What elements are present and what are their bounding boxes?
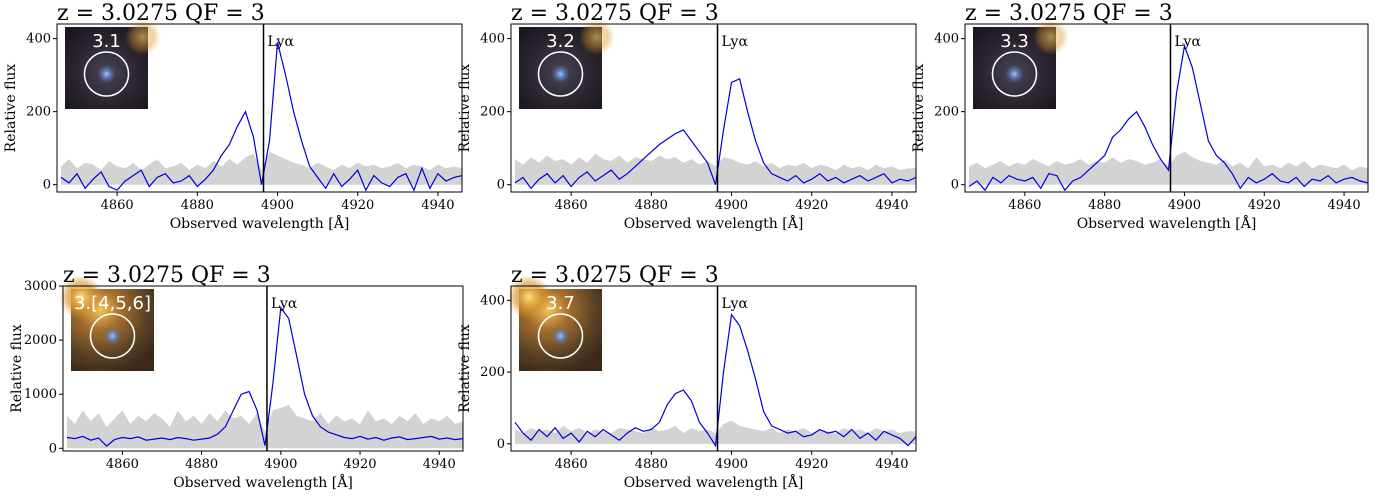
- x-tick-label: 4940: [875, 457, 908, 472]
- y-tick-label: 3000: [24, 279, 57, 294]
- x-tick-label: 4880: [1088, 198, 1121, 213]
- x-tick-label: 4900: [264, 457, 297, 472]
- plot-area: [514, 313, 916, 448]
- aperture-circle: [991, 51, 1038, 97]
- x-tick-label: 4860: [555, 457, 588, 472]
- spectrum-panel: Lyα 3.2 4860 4880 4900 4920 4940 0 200 400 z = 3.0…: [457, 1, 917, 232]
- x-tick-label: 4900: [715, 198, 748, 213]
- flux-line: [968, 43, 1368, 192]
- stamp-label: 3.7: [546, 293, 575, 314]
- y-tick-label: 1000: [24, 387, 57, 402]
- x-tick-label: 4900: [715, 457, 748, 472]
- y-tick-label: 400: [934, 32, 959, 47]
- axes-frame: [510, 285, 917, 452]
- x-axis-label: Observed wavelength [Å]: [624, 214, 804, 232]
- y-axis-label: Relative flux: [911, 64, 927, 153]
- y-tick-label: 400: [480, 32, 505, 47]
- x-tick-label: 4920: [795, 457, 828, 472]
- plot-area: [60, 42, 462, 192]
- y-tick-label: 200: [480, 365, 505, 380]
- x-axis-label: Observed wavelength [Å]: [173, 473, 353, 491]
- aperture-circle: [83, 51, 130, 97]
- lya-label: Lyα: [1174, 34, 1201, 50]
- flux-line: [60, 42, 462, 192]
- lya-label: Lyα: [271, 296, 298, 312]
- stamp-label: 3.1: [92, 31, 121, 52]
- x-tick-label: 4920: [1248, 198, 1281, 213]
- stamp-label: 3.[4,5,6]: [74, 293, 151, 314]
- flux-line: [514, 77, 916, 190]
- aperture-circle: [537, 313, 584, 359]
- x-tick-label: 4940: [423, 457, 456, 472]
- x-tick-label: 4920: [343, 457, 376, 472]
- panel-title: z = 3.0275 QF = 3: [965, 1, 1173, 26]
- y-tick-label: 0: [49, 441, 57, 456]
- x-tick-label: 4940: [421, 198, 454, 213]
- axes-frame: [510, 23, 917, 193]
- x-tick-label: 4860: [1008, 198, 1041, 213]
- spectrum-panel: Lyα 3.1 4860 4880 4900 4920 4940 0 200 400 z = 3.0…: [3, 1, 463, 232]
- axes-frame: [964, 23, 1369, 193]
- axes-frame: [62, 285, 464, 452]
- panel-title: z = 3.0275 QF = 3: [63, 263, 271, 288]
- spectrum-panel: Lyα 3.[4,5,6] 4860 4880 4900 4920 4940 0 1000 200…: [9, 263, 464, 491]
- x-tick-label: 4920: [341, 198, 374, 213]
- x-axis-label: Observed wavelength [Å]: [1077, 214, 1257, 232]
- y-tick-label: 200: [26, 105, 51, 120]
- y-tick-label: 200: [934, 105, 959, 120]
- lya-label: Lyα: [722, 34, 749, 50]
- x-tick-label: 4900: [261, 198, 294, 213]
- y-axis-label: Relative flux: [9, 324, 25, 413]
- noise-area: [61, 151, 462, 185]
- x-tick-label: 4940: [875, 198, 908, 213]
- x-tick-label: 4880: [185, 457, 218, 472]
- y-tick-label: 400: [480, 293, 505, 308]
- panel-title: z = 3.0275 QF = 3: [511, 1, 719, 26]
- x-tick-label: 4880: [635, 198, 668, 213]
- flux-line: [514, 313, 916, 448]
- stamp-label: 3.3: [1000, 31, 1029, 52]
- stamp-label: 3.2: [546, 31, 575, 52]
- y-tick-label: 0: [43, 178, 51, 193]
- panel-title: z = 3.0275 QF = 3: [57, 1, 265, 26]
- lya-label: Lyα: [268, 34, 295, 50]
- image-stamp: 3.2: [519, 19, 615, 109]
- y-tick-label: 200: [480, 105, 505, 120]
- x-tick-label: 4880: [635, 457, 668, 472]
- plot-area: [514, 77, 916, 190]
- y-tick-label: 0: [951, 178, 959, 193]
- image-stamp: 3.[4,5,6]: [59, 275, 154, 371]
- flux-line: [66, 305, 463, 447]
- image-stamp: 3.1: [65, 19, 161, 109]
- x-tick-label: 4900: [1168, 198, 1201, 213]
- x-tick-label: 4920: [795, 198, 828, 213]
- x-tick-label: 4940: [1328, 198, 1361, 213]
- panel-title: z = 3.0275 QF = 3: [511, 263, 719, 288]
- y-axis-label: Relative flux: [457, 324, 473, 413]
- plot-area: [66, 305, 463, 449]
- x-axis-label: Observed wavelength [Å]: [170, 214, 350, 232]
- x-tick-label: 4860: [101, 198, 134, 213]
- y-tick-label: 0: [497, 178, 505, 193]
- x-tick-label: 4880: [181, 198, 214, 213]
- image-stamp: 3.7: [507, 275, 602, 371]
- spectrum-panel: Lyα 3.7 4860 4880 4900 4920 4940 0 200 400 z = 3.0…: [457, 263, 917, 491]
- aperture-circle: [89, 313, 136, 359]
- y-tick-label: 2000: [24, 333, 57, 348]
- y-tick-label: 400: [26, 32, 51, 47]
- lya-label: Lyα: [722, 296, 749, 312]
- spectrum-panel: Lyα 3.3 4860 4880 4900 4920 4940 0 200 400 z = 3.0…: [911, 1, 1369, 232]
- x-tick-label: 4860: [106, 457, 139, 472]
- plot-area: [968, 43, 1368, 192]
- x-tick-label: 4860: [555, 198, 588, 213]
- noise-area: [515, 153, 916, 185]
- image-stamp: 3.3: [973, 19, 1069, 109]
- aperture-circle: [537, 51, 584, 97]
- y-axis-label: Relative flux: [3, 64, 19, 153]
- y-tick-label: 0: [497, 437, 505, 452]
- x-axis-label: Observed wavelength [Å]: [624, 473, 804, 491]
- axes-frame: [56, 23, 463, 193]
- y-axis-label: Relative flux: [457, 64, 473, 153]
